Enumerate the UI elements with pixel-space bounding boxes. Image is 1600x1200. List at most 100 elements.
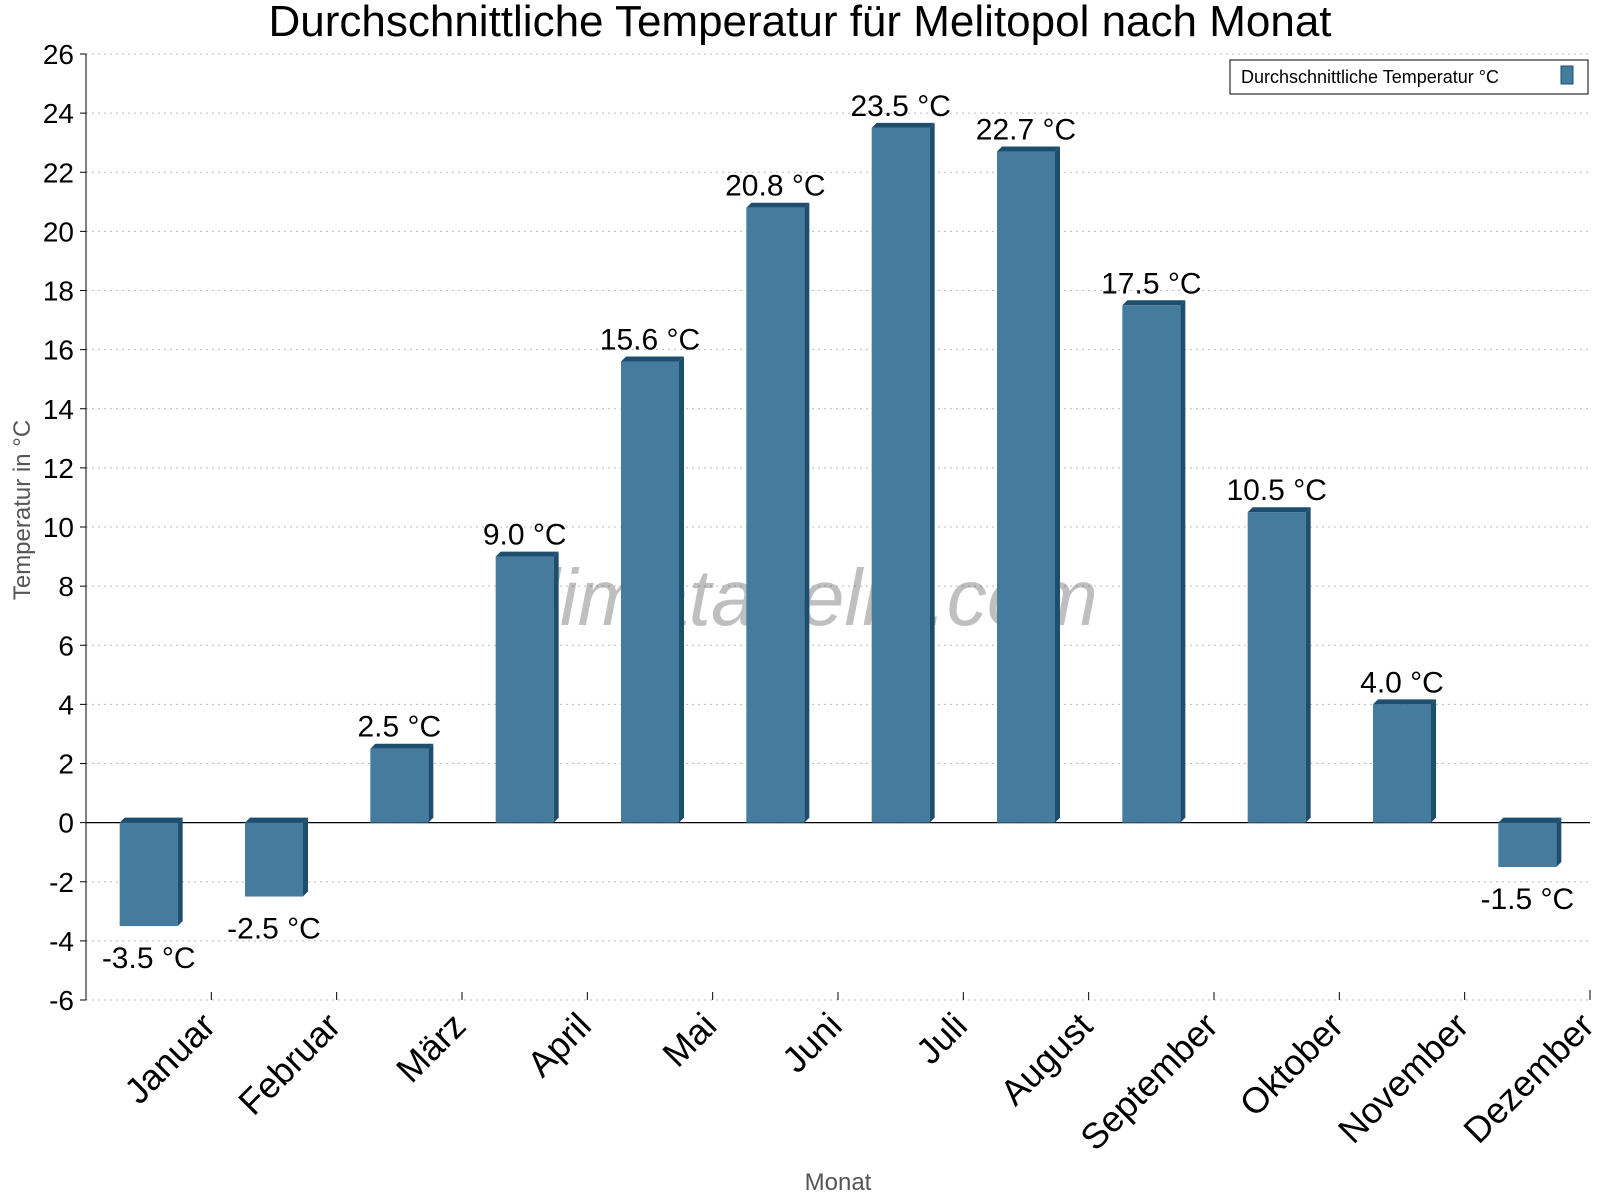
bar-face <box>871 127 930 823</box>
x-tick-label: Februar <box>230 1005 348 1123</box>
bar <box>746 202 810 823</box>
data-label: 17.5 °C <box>1101 267 1201 300</box>
bar-side <box>1180 300 1186 823</box>
bar-face <box>997 151 1055 823</box>
x-axis-label: Monat <box>805 1169 872 1196</box>
bar <box>1122 300 1186 823</box>
y-tick-label: -2 <box>49 867 74 898</box>
bar <box>1247 507 1311 823</box>
bar <box>495 551 559 823</box>
x-tick-label: Oktober <box>1231 1005 1351 1125</box>
y-tick-label: 8 <box>58 571 74 602</box>
bar-top <box>119 817 183 823</box>
data-label: 22.7 °C <box>976 114 1076 147</box>
y-tick-label: 20 <box>43 216 74 247</box>
y-axis-label: Temperatur in °C <box>9 420 36 600</box>
bar-top <box>495 551 559 557</box>
y-tick-label: 14 <box>43 394 74 425</box>
bar-side <box>428 743 434 823</box>
x-tick-label: September <box>1072 1005 1226 1159</box>
y-tick-label: -6 <box>49 985 74 1016</box>
y-tick-label: 10 <box>43 512 74 543</box>
y-tick-label: 2 <box>58 749 74 780</box>
bars <box>119 122 1562 927</box>
bar-side <box>1055 146 1060 823</box>
legend-box <box>1229 59 1589 95</box>
data-label: 10.5 °C <box>1226 474 1326 507</box>
y-tick-label: 4 <box>58 689 74 720</box>
bar-face <box>1373 704 1431 823</box>
bar-top <box>871 122 935 128</box>
data-label: 20.8 °C <box>725 170 825 203</box>
legend: Durchschnittliche Temperatur °C <box>1229 59 1589 95</box>
y-tick-label: 0 <box>58 808 74 839</box>
bar-top <box>997 146 1060 152</box>
bar-face <box>1498 822 1557 867</box>
bar-side <box>303 817 308 897</box>
bar-face <box>1122 305 1181 823</box>
x-tick-label: November <box>1330 1005 1476 1151</box>
bar-face <box>119 822 178 927</box>
bar <box>245 817 308 897</box>
x-tick-label: Januar <box>116 1005 223 1112</box>
bar-face <box>1247 512 1306 823</box>
x-tick-label: Dezember <box>1455 1005 1600 1151</box>
bar-face <box>746 207 805 823</box>
bar-face <box>245 822 303 897</box>
bar <box>370 743 434 823</box>
chart-title: Durchschnittliche Temperatur für Melitop… <box>268 0 1331 46</box>
bar-top <box>245 817 308 823</box>
data-label: 9.0 °C <box>483 519 567 552</box>
bar <box>997 146 1060 823</box>
data-label: 23.5 °C <box>850 90 950 123</box>
y-tick-label: 26 <box>43 39 74 70</box>
bar-top <box>1498 817 1562 823</box>
data-label: -2.5 °C <box>227 913 321 946</box>
bar-side <box>804 202 810 823</box>
bar-top <box>621 356 684 362</box>
y-tick-label: 22 <box>43 157 74 188</box>
grid-lines <box>86 53 1590 1001</box>
bar-side <box>553 551 559 823</box>
bar-side <box>929 122 935 823</box>
y-tick-label: 16 <box>43 335 74 366</box>
x-tick-label: März <box>388 1005 474 1091</box>
bar-face <box>370 748 429 823</box>
x-tick-label: Mai <box>654 1005 724 1075</box>
data-label: 4.0 °C <box>1360 666 1444 699</box>
bar-face <box>621 361 679 823</box>
x-tick-label: August <box>992 1005 1100 1113</box>
bar-side <box>1305 507 1311 823</box>
bar-top <box>746 202 810 208</box>
bar-top <box>370 743 434 749</box>
bar <box>119 817 183 927</box>
x-tick-label: April <box>519 1005 599 1085</box>
bar-side <box>1556 817 1562 867</box>
bar <box>1373 699 1436 823</box>
legend-swatch <box>1560 65 1574 85</box>
y-tick-label: 18 <box>43 276 74 307</box>
bar-face <box>495 556 554 823</box>
data-labels: -3.5 °C -2.5 °C 2.5 °C 9.0 °C 15.6 °C 20.8 °C… <box>102 90 1574 975</box>
bar-side <box>1431 699 1436 823</box>
data-label: 2.5 °C <box>357 711 441 744</box>
y-tick-label: 6 <box>58 630 74 661</box>
y-tick-label: -4 <box>49 926 74 957</box>
x-axis-ticks: Januar Februar März April Mai Juni Juli AugustS… <box>116 992 1600 1158</box>
data-label: -1.5 °C <box>1480 883 1574 916</box>
bar <box>1498 817 1562 867</box>
data-label: -3.5 °C <box>102 942 196 975</box>
bar <box>871 122 935 823</box>
x-tick-label: Juli <box>908 1005 975 1072</box>
bar-side <box>679 356 684 823</box>
x-tick-label: Juni <box>774 1005 850 1081</box>
data-label: 15.6 °C <box>600 323 700 356</box>
y-tick-label: 24 <box>43 98 74 129</box>
bar-top <box>1122 300 1186 306</box>
legend-entry-label: Durchschnittliche Temperatur °C <box>1241 67 1499 87</box>
bar-top <box>1373 699 1436 705</box>
bar <box>621 356 684 823</box>
bar-side <box>177 817 183 927</box>
